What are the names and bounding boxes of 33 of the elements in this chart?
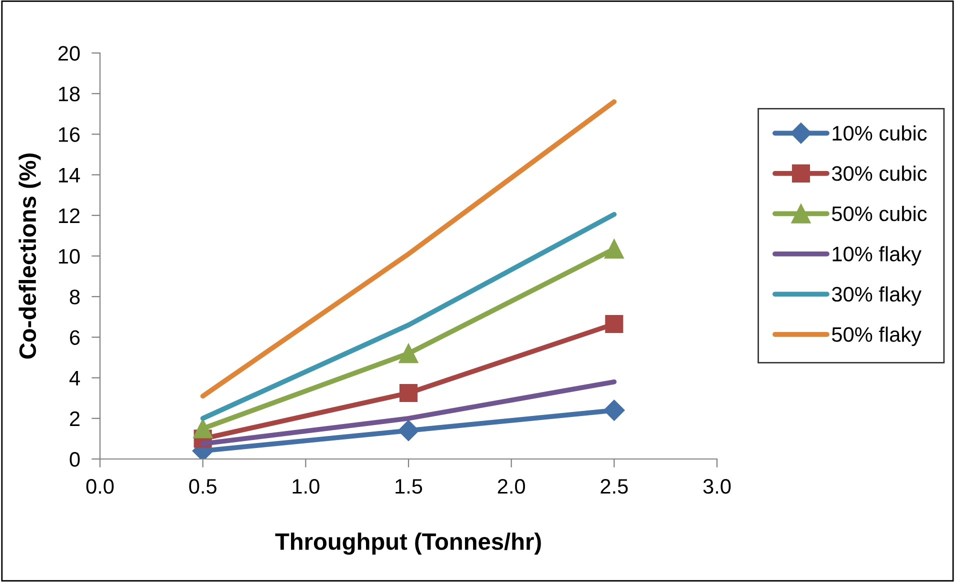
y-tick-label: 4 <box>69 371 80 386</box>
point <box>604 400 625 421</box>
y-tick-label: 0 <box>70 452 80 467</box>
y-tick-label: 6 <box>70 330 80 345</box>
y-tick-label: 10 <box>58 249 80 264</box>
x-tick-label: 1.0 <box>292 478 320 494</box>
legend-label: 10% cubic <box>832 125 927 141</box>
y-tick-label: 8 <box>70 290 80 304</box>
x-tick-label: 3.0 <box>703 478 731 494</box>
point <box>605 314 624 334</box>
legend-label: 50% flaky <box>832 326 922 346</box>
y-tick-label: 2 <box>70 411 80 426</box>
y-tick-label: 16 <box>58 127 80 142</box>
y-axis-title: Co-deflections (%) <box>18 154 41 359</box>
point <box>398 420 420 442</box>
x-tick-label: 0.5 <box>189 478 216 494</box>
y-tick-label: 14 <box>58 168 80 182</box>
point <box>193 418 213 438</box>
x-tick-label: 2.0 <box>498 478 525 494</box>
point <box>398 344 418 364</box>
legend-label: 30% cubic <box>832 166 927 181</box>
x-tick-label: 1.5 <box>396 479 422 494</box>
x-tick-label: 0.0 <box>86 478 114 494</box>
x-axis-title: Throughput (Tonnes/hr) <box>275 532 541 555</box>
point <box>604 239 624 259</box>
x-tick-label: 2.5 <box>600 478 628 494</box>
y-tick-label: 18 <box>58 86 80 102</box>
point <box>399 384 418 402</box>
y-tick-label: 12 <box>58 208 80 223</box>
legend-label: 10% flaky <box>832 246 922 266</box>
y-tick-label: 20 <box>58 46 80 61</box>
legend-label: 50% cubic <box>832 206 927 222</box>
legend-label: 30% flaky <box>832 286 922 306</box>
